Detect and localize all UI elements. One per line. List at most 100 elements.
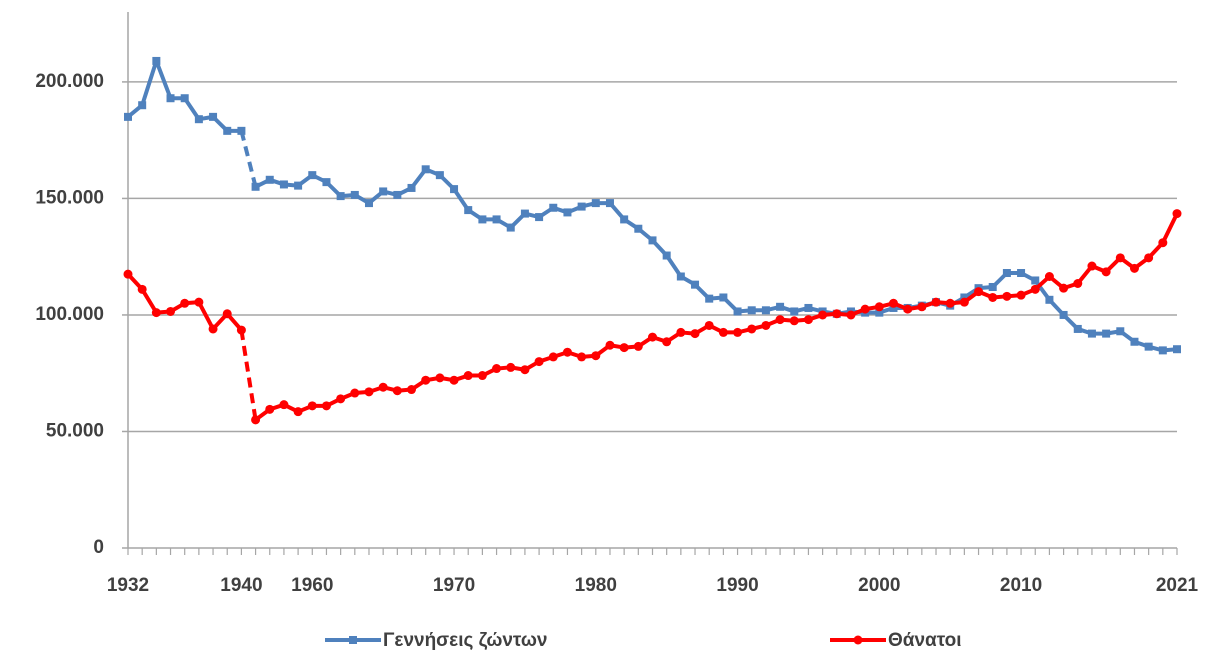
- marker: [662, 337, 672, 347]
- marker: [251, 182, 260, 191]
- marker: [577, 352, 587, 362]
- marker: [577, 202, 586, 211]
- marker: [1116, 327, 1125, 336]
- legend-item: Γεννήσεις ζώντων: [325, 630, 548, 651]
- marker: [307, 401, 317, 411]
- marker: [265, 175, 274, 184]
- marker: [662, 251, 671, 260]
- marker: [336, 192, 345, 201]
- marker: [1017, 269, 1026, 278]
- marker: [151, 308, 161, 318]
- marker: [1073, 324, 1082, 333]
- marker: [875, 308, 884, 317]
- marker: [1044, 272, 1054, 282]
- marker: [1144, 253, 1154, 263]
- marker: [818, 310, 828, 320]
- marker: [279, 400, 289, 410]
- marker: [549, 203, 558, 212]
- marker: [194, 297, 204, 307]
- marker: [407, 183, 416, 192]
- marker: [1016, 290, 1026, 300]
- marker: [917, 302, 927, 312]
- marker: [1002, 269, 1011, 278]
- marker: [691, 280, 700, 289]
- marker: [591, 199, 600, 208]
- legend-label: Θάνατοι: [888, 630, 962, 651]
- marker: [988, 292, 998, 302]
- marker: [931, 297, 941, 307]
- marker: [1115, 253, 1125, 263]
- series-line-dashed: [239, 130, 258, 188]
- x-tick-label: 1932: [107, 575, 149, 596]
- marker: [1059, 310, 1068, 319]
- y-tick-label: 0: [93, 537, 104, 558]
- marker: [1059, 283, 1069, 293]
- marker: [1130, 337, 1139, 346]
- marker: [988, 282, 997, 291]
- marker: [322, 178, 331, 187]
- marker: [166, 306, 176, 316]
- marker: [236, 325, 246, 335]
- marker: [790, 307, 799, 316]
- marker: [719, 293, 728, 302]
- marker: [832, 309, 842, 319]
- x-tick-label: 1940: [220, 575, 262, 596]
- marker: [124, 112, 132, 121]
- legend-marker: [349, 636, 357, 644]
- x-tick-label: 2000: [858, 575, 900, 596]
- marker: [705, 294, 714, 303]
- marker: [903, 304, 913, 314]
- marker: [889, 303, 898, 312]
- marker: [251, 415, 261, 425]
- marker: [548, 352, 558, 362]
- marker: [974, 287, 984, 297]
- marker: [222, 309, 232, 319]
- marker: [336, 394, 346, 404]
- marker: [1087, 261, 1097, 271]
- marker: [223, 126, 232, 135]
- marker: [775, 315, 785, 325]
- marker: [492, 215, 501, 224]
- marker: [435, 373, 445, 383]
- marker: [1073, 278, 1083, 288]
- marker: [379, 187, 388, 196]
- marker: [520, 365, 530, 375]
- marker: [180, 298, 190, 308]
- marker: [308, 171, 317, 180]
- marker: [378, 382, 388, 392]
- marker: [776, 302, 785, 311]
- marker: [321, 401, 331, 411]
- marker: [421, 375, 431, 385]
- legend-label: Γεννήσεις ζώντων: [383, 630, 548, 651]
- y-tick-label: 150.000: [35, 187, 104, 208]
- marker: [1158, 238, 1168, 248]
- marker: [123, 269, 133, 279]
- x-tick-label: 2010: [1000, 575, 1042, 596]
- marker: [1031, 276, 1040, 285]
- marker: [208, 324, 218, 334]
- marker: [166, 94, 175, 103]
- marker: [804, 303, 813, 312]
- marker: [435, 171, 444, 180]
- marker: [1087, 329, 1096, 338]
- marker: [789, 316, 799, 326]
- marker: [874, 302, 884, 312]
- marker: [1045, 295, 1054, 304]
- marker: [1172, 209, 1182, 219]
- marker: [1158, 346, 1167, 355]
- marker: [464, 206, 473, 215]
- marker: [421, 165, 430, 174]
- y-tick-label: 100.000: [35, 304, 104, 325]
- marker: [959, 297, 969, 307]
- marker: [960, 293, 969, 302]
- x-tick-label: 1990: [716, 575, 758, 596]
- series-line-dashed: [239, 329, 258, 421]
- marker: [393, 190, 402, 199]
- marker: [137, 284, 147, 294]
- marker: [138, 101, 147, 110]
- marker: [1129, 263, 1139, 273]
- marker: [803, 315, 813, 325]
- marker: [634, 224, 643, 233]
- marker: [605, 199, 614, 208]
- legend-marker: [853, 635, 863, 645]
